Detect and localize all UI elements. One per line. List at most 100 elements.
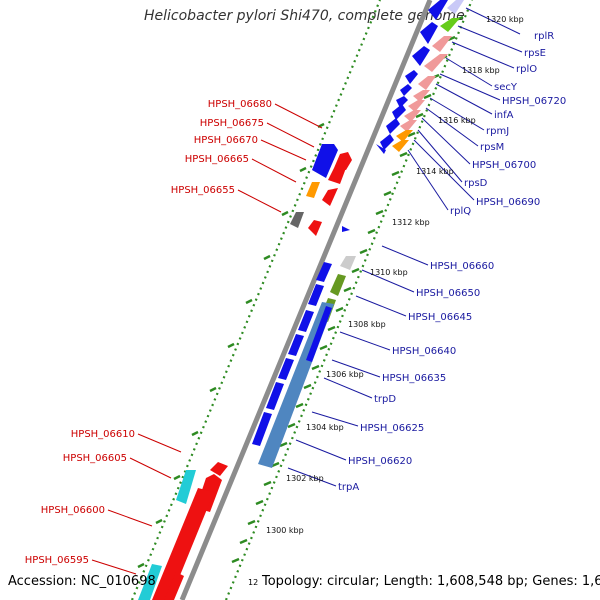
tick (281, 210, 289, 217)
tick (263, 480, 272, 487)
leader (413, 139, 475, 201)
gene (396, 96, 408, 108)
leader (421, 117, 471, 165)
gene (386, 118, 400, 134)
accession-text: Accession: NC_010698 (8, 574, 156, 589)
gene-label: HPSH_06720 (502, 96, 566, 107)
gene-label: trpA (338, 482, 359, 493)
leader (287, 467, 337, 487)
left-cluster-upper (290, 144, 352, 236)
scale-label: 1300 kbp (266, 526, 304, 535)
leader (295, 439, 347, 461)
leader (323, 377, 373, 399)
gene-label: HPSH_06600 (41, 505, 105, 516)
gene-small (342, 226, 350, 232)
gene-label: rplQ (450, 206, 471, 217)
tick (287, 422, 296, 429)
gene-rplR (447, 0, 464, 14)
tick (375, 209, 384, 216)
tick (335, 306, 344, 313)
outer-dotted-line (224, 0, 474, 600)
tick (327, 325, 336, 332)
gene-blue-l6 (266, 382, 284, 410)
leader (407, 149, 449, 211)
gene-blue-l7 (252, 412, 272, 446)
leader (129, 457, 172, 479)
tick (271, 461, 280, 468)
tick (391, 170, 400, 177)
leader (260, 139, 307, 161)
scale-label: 1302 kbp (286, 474, 324, 483)
gene-HPSH_06660 (340, 256, 356, 270)
tick (299, 166, 307, 173)
gene-blue-l3 (298, 310, 314, 332)
tick (263, 254, 271, 261)
gene-label: HPSH_06690 (476, 197, 540, 208)
gene-blue-l5 (278, 358, 294, 380)
gene-right2 (308, 220, 322, 236)
leader (266, 122, 315, 148)
gene-label: infA (494, 110, 514, 121)
inner-dotted-line (130, 0, 382, 600)
leader (435, 83, 493, 115)
gene-label: HPSH_06620 (348, 456, 412, 467)
gene (428, 0, 448, 20)
gene (400, 84, 412, 96)
tick (351, 267, 360, 274)
leader (91, 559, 137, 575)
leader (439, 73, 501, 101)
gene-rpsM (404, 110, 421, 122)
leader (237, 189, 282, 213)
gene-red-x (210, 462, 228, 476)
gene-HPSH_06665 (306, 182, 320, 198)
gene-HPSH_06700 (400, 120, 417, 132)
tick (423, 93, 432, 100)
leader (451, 41, 515, 69)
gene-HPSH_06610 (176, 470, 196, 504)
gene-HPSH_06680 (312, 144, 338, 178)
scale-label: 1304 kbp (306, 423, 344, 432)
gene (412, 46, 430, 66)
topology-text: Topology: circular; Length: 1,608,548 bp… (262, 574, 600, 589)
left-gene-labels: HPSH_06680 HPSH_06675 HPSH_06670 HPSH_06… (25, 99, 272, 566)
gene-blue-l1 (316, 262, 332, 282)
tick (359, 248, 368, 255)
gene (392, 104, 406, 120)
tick (231, 557, 240, 564)
gene-rpsE (440, 18, 460, 32)
gene-label: rpsE (524, 48, 546, 59)
leader (465, 7, 521, 35)
gene-right (322, 188, 338, 206)
gene-blue-l4 (288, 334, 304, 356)
gene-label: HPSH_06635 (382, 373, 446, 384)
scale-label: 1306 kbp (326, 370, 364, 379)
tick (295, 402, 304, 409)
gene-HPSH_06600 (152, 488, 214, 600)
left-strand-genes-top (376, 0, 448, 154)
tick (311, 364, 320, 371)
tick (367, 228, 376, 235)
scale-label: 1318 kbp (462, 66, 500, 75)
gene (376, 144, 386, 154)
gene-label: HPSH_06595 (25, 555, 89, 566)
leader (417, 129, 463, 183)
leader (339, 331, 391, 351)
tick (415, 112, 424, 119)
gene (405, 70, 418, 84)
middle-genes (252, 256, 356, 468)
leader (355, 295, 407, 317)
gene-red-low (164, 572, 184, 600)
gene (380, 134, 394, 150)
gene-label: rpsM (480, 142, 504, 153)
gene-rplO (432, 36, 452, 52)
tick (279, 441, 288, 448)
gene-label: HPSH_06670 (194, 135, 258, 146)
gene-secY (424, 54, 448, 72)
gene-label: rpsD (464, 178, 488, 189)
leader (425, 107, 479, 147)
gene-label: trpD (374, 394, 396, 405)
gene-label: HPSH_06645 (408, 312, 472, 323)
gene-label: rplO (516, 64, 537, 75)
scale-labels: 1320 kbp 1318 kbp 1316 kbp 1314 kbp 1312… (266, 15, 524, 535)
